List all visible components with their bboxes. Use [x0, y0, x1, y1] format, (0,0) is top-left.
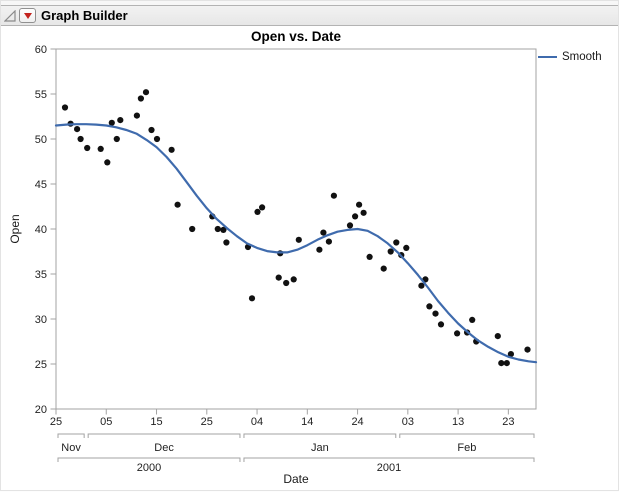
svg-text:55: 55 — [35, 89, 47, 101]
smooth-line-swatch-icon — [538, 56, 557, 58]
svg-text:Nov: Nov — [61, 442, 81, 454]
svg-text:60: 60 — [35, 44, 47, 56]
y-axis-title[interactable]: Open — [8, 214, 22, 244]
svg-text:30: 30 — [35, 314, 47, 326]
svg-text:35: 35 — [35, 269, 47, 281]
legend-item-smooth[interactable]: Smooth — [538, 51, 602, 63]
svg-text:50: 50 — [35, 134, 47, 146]
svg-text:15: 15 — [150, 416, 162, 428]
svg-text:2000: 2000 — [137, 462, 161, 474]
disclosure-triangle-icon[interactable] — [3, 9, 16, 22]
svg-text:24: 24 — [351, 416, 363, 428]
svg-text:40: 40 — [35, 224, 47, 236]
svg-text:Jan: Jan — [311, 442, 329, 454]
chart-title[interactable]: Open vs. Date — [250, 29, 342, 44]
x-axis-title[interactable]: Date — [283, 472, 309, 486]
svg-text:25: 25 — [201, 416, 213, 428]
red-triangle-menu-button[interactable] — [19, 8, 36, 23]
svg-text:2001: 2001 — [377, 462, 401, 474]
svg-text:23: 23 — [502, 416, 514, 428]
svg-text:Feb: Feb — [457, 442, 476, 454]
report-title: Graph Builder — [41, 8, 128, 23]
red-triangle-icon — [23, 12, 32, 19]
svg-text:45: 45 — [35, 179, 47, 191]
svg-text:20: 20 — [35, 404, 47, 416]
svg-text:13: 13 — [452, 416, 464, 428]
legend-label: Smooth — [562, 51, 602, 63]
svg-text:25: 25 — [35, 359, 47, 371]
window-top-strip — [1, 1, 618, 5]
svg-text:05: 05 — [100, 416, 112, 428]
svg-text:14: 14 — [301, 416, 313, 428]
svg-text:03: 03 — [402, 416, 414, 428]
outline-header: Graph Builder — [1, 5, 618, 26]
svg-text:Dec: Dec — [154, 442, 174, 454]
svg-text:25: 25 — [50, 416, 62, 428]
svg-text:04: 04 — [251, 416, 263, 428]
